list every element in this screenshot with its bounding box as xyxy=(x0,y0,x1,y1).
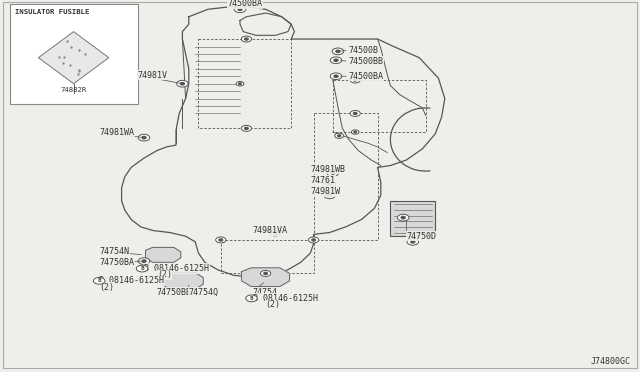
Circle shape xyxy=(244,38,248,40)
Circle shape xyxy=(397,214,409,221)
Text: 74981WA: 74981WA xyxy=(99,128,134,137)
Circle shape xyxy=(138,258,150,264)
Circle shape xyxy=(354,131,356,133)
Polygon shape xyxy=(161,272,204,289)
Circle shape xyxy=(312,239,316,241)
Circle shape xyxy=(219,239,223,241)
Text: 74754Q: 74754Q xyxy=(189,288,219,296)
Text: 74761: 74761 xyxy=(310,176,335,185)
Circle shape xyxy=(246,295,257,302)
Circle shape xyxy=(241,36,252,42)
Circle shape xyxy=(353,112,357,115)
Circle shape xyxy=(269,229,281,236)
Text: 74882R: 74882R xyxy=(60,87,87,93)
Circle shape xyxy=(260,270,271,276)
Circle shape xyxy=(334,75,338,77)
Circle shape xyxy=(138,134,150,141)
Circle shape xyxy=(216,237,226,243)
Circle shape xyxy=(331,172,335,174)
Text: INSULATOR FUSIBLE: INSULATOR FUSIBLE xyxy=(15,9,89,15)
Text: B: B xyxy=(250,296,253,301)
Circle shape xyxy=(330,57,342,64)
Text: 74750BA: 74750BA xyxy=(99,258,134,267)
Text: 74500BB: 74500BB xyxy=(349,57,384,66)
Text: B: B xyxy=(140,266,144,271)
Text: 74750D: 74750D xyxy=(406,232,436,241)
FancyBboxPatch shape xyxy=(390,201,435,236)
Circle shape xyxy=(350,110,360,116)
Circle shape xyxy=(180,83,184,85)
Circle shape xyxy=(332,48,344,55)
Text: 74500BA: 74500BA xyxy=(349,72,384,81)
Circle shape xyxy=(324,192,335,199)
Polygon shape xyxy=(146,247,181,262)
Text: 74754: 74754 xyxy=(253,288,278,296)
Circle shape xyxy=(308,237,319,243)
Circle shape xyxy=(239,83,241,84)
Text: 74754N: 74754N xyxy=(99,247,129,256)
Text: 74981WB: 74981WB xyxy=(310,165,346,174)
Text: 74500B: 74500B xyxy=(349,46,379,55)
Circle shape xyxy=(238,8,242,10)
Circle shape xyxy=(338,135,340,137)
Text: (2): (2) xyxy=(266,300,280,309)
Text: 74750BB: 74750BB xyxy=(157,288,192,296)
Circle shape xyxy=(264,272,268,275)
Circle shape xyxy=(324,181,335,187)
Polygon shape xyxy=(242,268,289,286)
Circle shape xyxy=(327,170,339,176)
Circle shape xyxy=(353,79,357,81)
Text: B 08146-6125H: B 08146-6125H xyxy=(253,294,318,303)
Circle shape xyxy=(241,125,252,131)
Text: 74981V: 74981V xyxy=(138,71,168,80)
Text: 74500BA: 74500BA xyxy=(227,0,262,8)
Bar xyxy=(10,4,138,104)
Circle shape xyxy=(351,130,359,134)
Polygon shape xyxy=(38,32,109,84)
Circle shape xyxy=(177,80,188,87)
Circle shape xyxy=(335,133,344,138)
Text: B 08146-6125H: B 08146-6125H xyxy=(144,264,209,273)
Text: B: B xyxy=(97,278,101,283)
Circle shape xyxy=(236,81,244,86)
Circle shape xyxy=(411,241,415,243)
Text: J74800GC: J74800GC xyxy=(590,357,630,366)
Circle shape xyxy=(136,265,148,272)
Circle shape xyxy=(350,77,360,83)
Text: (2): (2) xyxy=(157,270,172,279)
Circle shape xyxy=(330,73,342,80)
Circle shape xyxy=(401,217,405,219)
Circle shape xyxy=(334,59,338,61)
Circle shape xyxy=(244,127,248,129)
Circle shape xyxy=(142,260,146,262)
Text: 74981W: 74981W xyxy=(310,187,340,196)
Circle shape xyxy=(93,278,105,284)
Circle shape xyxy=(234,6,246,13)
Circle shape xyxy=(407,238,419,245)
Circle shape xyxy=(336,50,340,52)
Circle shape xyxy=(328,194,332,196)
Text: 74981VA: 74981VA xyxy=(253,226,288,235)
Text: (2): (2) xyxy=(99,283,114,292)
Text: B 08146-6125H: B 08146-6125H xyxy=(99,276,164,285)
Circle shape xyxy=(142,137,146,139)
Circle shape xyxy=(328,183,332,185)
Circle shape xyxy=(273,231,277,234)
